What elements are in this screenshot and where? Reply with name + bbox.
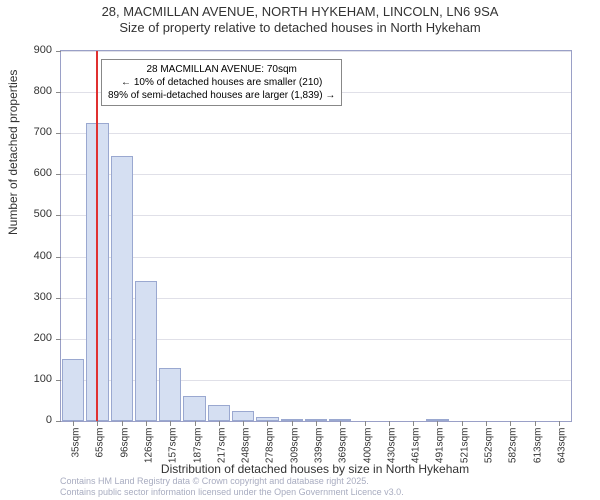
x-tick-label: 400sqm (362, 428, 373, 464)
x-tick-label: 126sqm (144, 428, 155, 464)
y-tick-label: 600 (34, 167, 52, 179)
x-tick-label: 96sqm (119, 428, 130, 458)
annotation-box: 28 MACMILLAN AVENUE: 70sqm← 10% of detac… (101, 59, 342, 106)
y-tick-label: 500 (34, 208, 52, 220)
gridline (61, 51, 571, 52)
y-tick-label: 300 (34, 291, 52, 303)
y-tick-label: 200 (34, 332, 52, 344)
x-tick-label: 369sqm (338, 428, 349, 464)
footer-credits: Contains HM Land Registry data © Crown c… (60, 476, 404, 498)
y-tick-label: 900 (34, 44, 52, 56)
x-tick-label: 65sqm (95, 428, 106, 458)
y-tick (56, 380, 61, 381)
x-tick-label: 248sqm (241, 428, 252, 464)
x-tick-label: 643sqm (556, 428, 567, 464)
y-tick (56, 174, 61, 175)
y-tick (56, 257, 61, 258)
x-axis-labels: 35sqm 65sqm 96sqm 126sqm 157sqm 187sqm 217sqm 2… (60, 422, 570, 462)
x-tick-label: 491sqm (435, 428, 446, 464)
y-tick (56, 92, 61, 93)
histogram-bar (135, 281, 157, 421)
histogram-bar (183, 396, 205, 421)
title-line1: 28, MACMILLAN AVENUE, NORTH HYKEHAM, LIN… (0, 4, 600, 20)
gridline (61, 174, 571, 175)
x-tick-label: 521sqm (459, 428, 470, 464)
annotation-line3: 89% of semi-detached houses are larger (… (108, 89, 335, 102)
x-tick-label: 552sqm (484, 428, 495, 464)
x-tick-label: 278sqm (265, 428, 276, 464)
annotation-line2: ← 10% of detached houses are smaller (21… (108, 76, 335, 89)
y-tick-label: 700 (34, 126, 52, 138)
chart-container: 28, MACMILLAN AVENUE, NORTH HYKEHAM, LIN… (0, 0, 600, 500)
histogram-bar (208, 405, 230, 421)
x-tick-label: 582sqm (508, 428, 519, 464)
y-tick (56, 133, 61, 134)
histogram-bar (62, 359, 84, 421)
plot-area: 28 MACMILLAN AVENUE: 70sqm← 10% of detac… (60, 50, 572, 422)
x-tick-label: 461sqm (411, 428, 422, 464)
x-tick-label: 157sqm (168, 428, 179, 464)
y-tick (56, 298, 61, 299)
x-axis-title: Distribution of detached houses by size … (60, 462, 570, 476)
y-tick (56, 339, 61, 340)
y-tick (56, 51, 61, 52)
x-tick-label: 309sqm (289, 428, 300, 464)
x-tick-label: 217sqm (216, 428, 227, 464)
title-line2: Size of property relative to detached ho… (0, 20, 600, 36)
y-tick (56, 215, 61, 216)
footer-line1: Contains HM Land Registry data © Crown c… (60, 476, 404, 487)
y-tick-label: 800 (34, 85, 52, 97)
histogram-bar (111, 156, 133, 421)
footer-line2: Contains public sector information licen… (60, 487, 404, 498)
histogram-bar (159, 368, 181, 421)
x-tick-label: 613sqm (532, 428, 543, 464)
subject-indicator-line (96, 51, 98, 421)
x-tick-label: 35sqm (71, 428, 82, 458)
y-tick-label: 0 (46, 414, 52, 426)
histogram-bar (232, 411, 254, 421)
gridline (61, 257, 571, 258)
x-tick-label: 187sqm (192, 428, 203, 464)
gridline (61, 215, 571, 216)
gridline (61, 133, 571, 134)
annotation-line1: 28 MACMILLAN AVENUE: 70sqm (108, 63, 335, 76)
y-tick-label: 400 (34, 250, 52, 262)
x-tick-label: 339sqm (314, 428, 325, 464)
title-block: 28, MACMILLAN AVENUE, NORTH HYKEHAM, LIN… (0, 4, 600, 35)
x-tick-label: 430sqm (386, 428, 397, 464)
y-axis-labels: 0100200300400500600700800900 (0, 50, 55, 420)
y-tick-label: 100 (34, 373, 52, 385)
